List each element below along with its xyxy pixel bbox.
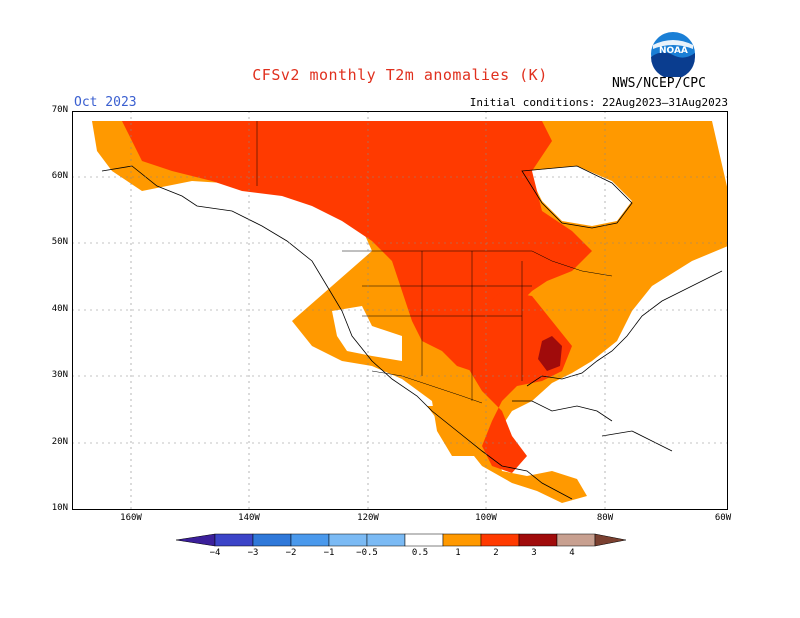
colorbar-label: −4 [209,548,221,558]
colorbar-label: 0.5 [411,548,429,558]
colorbar-label: −0.5 [356,548,378,558]
colorbar-swatch [366,533,406,547]
lat-label: 30N [51,370,68,380]
colorbar-label: 4 [569,548,575,558]
colorbar-label: 1 [455,548,461,558]
lat-label: 10N [51,503,68,513]
anomaly-region-2-3 [538,336,562,371]
hudson-bay [527,166,632,226]
lon-label: 80W [596,513,614,523]
lon-label: 120W [357,513,379,523]
anomaly-region-1-2-south [452,291,572,473]
colorbar-swatch [214,533,254,547]
lon-label: 60W [714,513,732,523]
lat-label: 60N [51,171,68,181]
anomaly-region-mexico [427,406,587,503]
graticule [72,111,728,510]
colorbar-label: −3 [247,548,259,558]
lon-label: 160W [120,513,142,523]
lat-label: 70N [51,105,68,115]
colorbar-swatch [480,533,520,547]
map-title: CFSv2 monthly T2m anomalies (K) [252,66,548,84]
colorbar-swatch [290,533,330,547]
logo-lettering: NOAA [659,46,688,56]
anomaly-map [72,111,728,510]
lon-label: 100W [475,513,497,523]
colorbar-swatch [252,533,292,547]
lat-label: 50N [51,237,68,247]
noaa-logo: NOAA [650,31,696,81]
agency-label: NWS/NCEP/CPC [612,76,706,91]
forecast-month: Oct 2023 [74,95,137,110]
colorbar-label: −1 [323,548,335,558]
colorbar-swatch [404,533,444,547]
lat-label: 20N [51,437,68,447]
colorbar-label: −2 [285,548,297,558]
colorbar-swatch [518,533,558,547]
colorbar-swatch [442,533,482,547]
colorbar-swatch [556,533,596,547]
initial-conditions: Initial conditions: 22Aug2023–31Aug2023 [469,96,728,109]
colorbar-arrow-high [594,533,627,547]
coastlines [101,165,723,500]
anomaly-region-1-2-north [122,121,592,371]
western-neutral-area [332,306,402,361]
political-borders [256,121,613,404]
colorbar-swatch [328,533,368,547]
lat-label: 40N [51,304,68,314]
colorbar-label: 2 [493,548,499,558]
colorbar-arrow-low [175,533,216,547]
colorbar [175,533,627,547]
map-frame [72,111,728,510]
colorbar-label: 3 [531,548,537,558]
lon-label: 140W [238,513,260,523]
